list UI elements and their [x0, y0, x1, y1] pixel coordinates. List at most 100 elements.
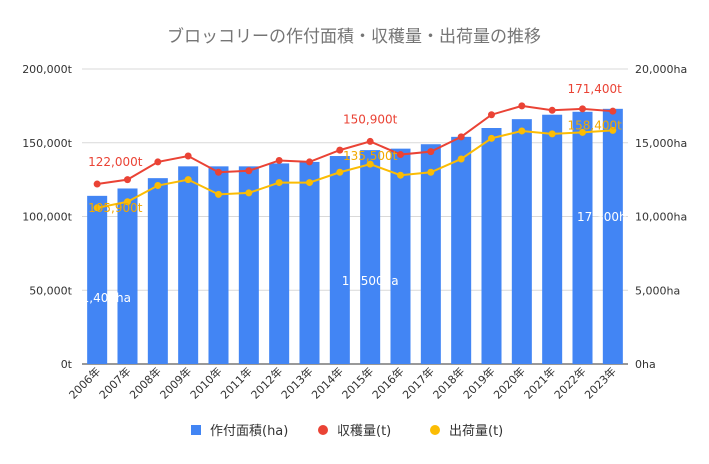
point	[306, 179, 313, 187]
point	[518, 102, 526, 110]
y-right-tick-label: 10,000ha	[635, 211, 687, 224]
x-tick-label: 2019年	[460, 364, 497, 401]
point	[579, 105, 586, 113]
data-label: 11,400ha	[74, 291, 131, 305]
x-tick-label: 2016年	[369, 364, 406, 401]
data-label: 122,000t	[88, 155, 143, 169]
bar	[420, 144, 441, 364]
series-line-2	[96, 129, 613, 209]
bar	[147, 178, 168, 364]
point	[457, 155, 465, 163]
data-label: 135,500t	[343, 149, 398, 163]
point	[306, 158, 313, 166]
x-tick-label: 2012年	[248, 364, 285, 401]
bar	[178, 166, 199, 364]
data-label: 171,400t	[568, 82, 623, 96]
x-tick-label: 2021年	[521, 364, 558, 401]
bar	[299, 161, 320, 364]
bar	[238, 166, 259, 364]
point	[397, 151, 404, 159]
point	[609, 107, 617, 115]
point	[275, 156, 283, 164]
x-tick-label: 2013年	[278, 364, 315, 401]
bar	[87, 195, 108, 364]
x-tick-label: 2011年	[217, 364, 254, 401]
series-line-1	[97, 104, 613, 186]
y-right-tick-label: 5,000ha	[635, 284, 680, 297]
point	[488, 134, 495, 142]
point	[579, 128, 586, 136]
x-tick-label: 2015年	[339, 364, 376, 401]
legend-label: 収穫量(t)	[337, 424, 391, 439]
bar	[451, 136, 472, 364]
point	[124, 198, 131, 206]
point	[154, 158, 162, 166]
point	[154, 182, 162, 190]
chart-title: ブロッコリーの作付面積・収穫量・出荷量の推移	[167, 26, 541, 47]
point	[215, 168, 222, 176]
y-left-tick-label: 200,000t	[22, 63, 72, 76]
x-tick-label: 2008年	[126, 364, 163, 401]
x-tick-label: 2022年	[551, 364, 588, 401]
point	[184, 176, 192, 184]
point	[518, 127, 526, 135]
grid-layer	[82, 68, 628, 365]
bar	[390, 148, 411, 364]
y-left-tick-label: 150,000t	[22, 137, 72, 150]
bar	[542, 114, 563, 364]
data-label: 14,500ha	[342, 274, 399, 288]
y-left-tick-label: 100,000t	[22, 211, 72, 224]
x-tick-label: 2010年	[187, 364, 224, 401]
point	[93, 204, 101, 212]
y-left-tick-label: 50,000t	[29, 284, 72, 297]
point	[336, 146, 344, 154]
point	[93, 180, 101, 188]
y-right-tick-label: 0ha	[635, 358, 656, 371]
line-layer	[93, 102, 617, 212]
point	[366, 160, 374, 168]
x-tick-label: 2023年	[581, 364, 618, 401]
point	[184, 152, 192, 160]
point	[275, 179, 283, 187]
point	[245, 167, 253, 175]
bar	[602, 108, 623, 364]
data-label: 17,300ha	[577, 210, 634, 224]
y-right-tick-label: 15,000ha	[635, 137, 687, 150]
point	[548, 106, 556, 114]
bar	[329, 156, 350, 364]
data-label: 150,900t	[343, 112, 398, 126]
x-tick-label: 2018年	[430, 364, 467, 401]
bar	[269, 163, 290, 364]
point	[427, 168, 435, 176]
legend-swatch	[318, 425, 328, 435]
legend-label: 作付面積(ha)	[210, 424, 288, 439]
bar	[360, 150, 381, 364]
point	[215, 190, 222, 198]
point	[609, 126, 617, 134]
x-tick-label: 2020年	[490, 364, 527, 401]
bar	[208, 166, 229, 364]
bar	[511, 119, 532, 365]
data-label: 158,400t	[568, 118, 623, 132]
legend: 作付面積(ha) 収穫量(t) 出荷量(t)	[191, 424, 503, 439]
bar	[481, 128, 502, 364]
bar	[117, 188, 138, 364]
legend-swatch	[430, 425, 440, 435]
x-tick-label: 2007年	[96, 364, 133, 401]
point	[548, 130, 556, 138]
x-tick-label: 2009年	[157, 364, 194, 401]
data-label: 105,900t	[88, 201, 143, 215]
bar-layer	[87, 108, 623, 365]
x-tick-label: 2014年	[308, 364, 345, 401]
point	[366, 137, 374, 145]
x-tick-label: 2017年	[399, 364, 436, 401]
point	[427, 148, 435, 156]
legend-swatch	[191, 425, 201, 435]
point	[124, 176, 131, 184]
point	[457, 133, 465, 141]
legend-label: 出荷量(t)	[449, 424, 503, 439]
point	[245, 189, 253, 197]
y-left-tick-label: 0t	[61, 358, 73, 371]
